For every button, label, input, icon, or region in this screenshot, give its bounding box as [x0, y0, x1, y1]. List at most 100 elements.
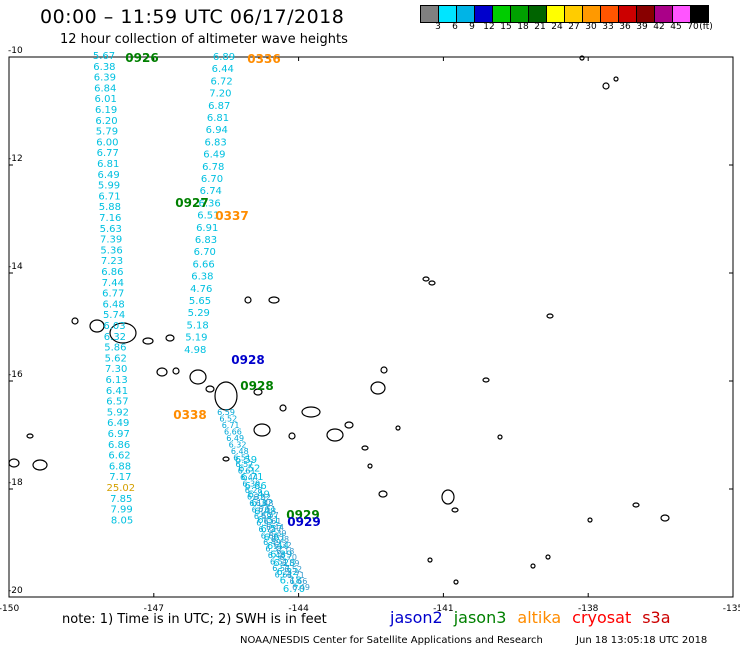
legend-label: 9 — [469, 22, 475, 32]
lat-label: -16 — [8, 370, 23, 380]
legend-label: 70 — [687, 22, 699, 32]
swh-swath: 6.66 — [224, 428, 242, 437]
island-outline — [602, 82, 610, 90]
swh-value: 6.89 — [213, 52, 235, 63]
swh-value: 6.03 — [103, 321, 125, 332]
legend-swatch — [475, 6, 493, 22]
swh-swath: 6.49 — [292, 583, 310, 592]
island-outline — [214, 381, 238, 411]
swh-swath: 6.32 — [229, 441, 247, 450]
legend-swatch — [511, 6, 529, 22]
swh-value: 6.61 — [264, 532, 286, 543]
swh-value: 5.62 — [105, 353, 127, 364]
island-outline — [344, 421, 354, 429]
swh-value: 6.32 — [104, 332, 126, 343]
swh-value: 5.67 — [93, 51, 115, 62]
legend-label: 33 — [602, 22, 614, 32]
swh-value: 5.18 — [186, 320, 208, 331]
map-frame — [8, 56, 734, 598]
island-outline — [189, 369, 207, 385]
swh-value: 6.94 — [206, 125, 228, 136]
swh-value: 6.70 — [283, 584, 305, 595]
island-outline — [453, 579, 459, 585]
swh-swath: 6.32 — [247, 493, 265, 502]
legend-label: 39 — [636, 22, 648, 32]
swh-swath: 6.71 — [222, 421, 240, 430]
swh-value: 6.20 — [95, 116, 117, 127]
swh-swath: 6.66 — [289, 577, 307, 586]
swh-value: 6.51 — [257, 515, 279, 526]
legend-swatch — [691, 6, 708, 22]
swh-value: 5.65 — [189, 296, 211, 307]
island-outline — [579, 55, 585, 61]
legend-swatch — [655, 6, 673, 22]
swh-value: 5.86 — [104, 343, 126, 354]
legend-label: 15 — [500, 22, 512, 32]
island-outline — [370, 381, 386, 395]
swh-value: 7.44 — [102, 278, 124, 289]
island-outline — [451, 507, 459, 513]
island-outline — [367, 463, 373, 469]
swh-value: 6.62 — [108, 451, 130, 462]
pass-time-label: 0337 — [215, 209, 248, 223]
pass-time-label: 0336 — [247, 52, 280, 66]
satellite-name: jason3 — [453, 608, 507, 627]
swh-value: 5.74 — [103, 310, 125, 321]
island-outline — [32, 459, 48, 471]
legend-label: 6 — [452, 22, 458, 32]
swh-value: 6.57 — [260, 524, 282, 535]
island-outline — [109, 322, 137, 344]
swh-value: 6.44 — [267, 541, 289, 552]
lon-label: -138 — [578, 604, 599, 614]
swh-value: 6.49 — [203, 150, 225, 161]
swh-value: 6.77 — [97, 148, 119, 159]
swh-value: 6.41 — [106, 386, 128, 397]
satellite-name: cryosat — [572, 608, 632, 627]
lat-label: -14 — [8, 262, 23, 272]
swh-value: 6.32 — [276, 567, 298, 578]
island-outline — [378, 490, 388, 498]
swh-value: 6.70 — [201, 174, 223, 185]
swh-swath: 6.39 — [269, 529, 287, 538]
swh-value: 6.83 — [204, 137, 226, 148]
legend-label: 30 — [585, 22, 597, 32]
swh-value: 6.48 — [103, 299, 125, 310]
swh-value: 6.59 — [235, 455, 257, 466]
swh-value: 5.88 — [99, 202, 121, 213]
swh-swath: 6.28 — [245, 486, 263, 495]
island-outline — [441, 489, 455, 505]
island-outline — [26, 433, 34, 439]
swh-swath: 6.32 — [265, 545, 283, 554]
island-outline — [530, 563, 536, 569]
island-outline — [205, 385, 215, 393]
swh-value: 7.85 — [110, 494, 132, 505]
swh-value: 6.18 — [280, 575, 302, 586]
swh-swath: 6.48 — [231, 447, 249, 456]
legend-swatch — [493, 6, 511, 22]
island-outline — [253, 388, 263, 396]
island-outline — [222, 456, 230, 462]
lon-label: -147 — [144, 604, 164, 614]
swh-swath: 6.18 — [276, 547, 294, 556]
swh-value: 6.00 — [96, 137, 118, 148]
swh-value: 4.76 — [190, 284, 212, 295]
island-outline — [545, 554, 551, 560]
swh-value: 7.99 — [111, 505, 133, 516]
swh-swath: 6.52 — [284, 565, 302, 574]
swh-value: 6.71 — [241, 472, 263, 483]
swh-value: 6.01 — [95, 94, 117, 105]
swh-swath: 6.32 — [274, 541, 292, 550]
swh-value: 6.48 — [254, 507, 276, 518]
swh-value: 6.91 — [196, 223, 218, 234]
swh-value: 6.49 — [107, 418, 129, 429]
swh-value: 7.20 — [209, 89, 231, 100]
lat-label: -20 — [8, 586, 23, 596]
swh-swath: 6.49 — [226, 434, 244, 443]
credit-org: NOAA/NESDIS Center for Satellite Applica… — [240, 635, 543, 646]
swh-value: 6.74 — [200, 186, 222, 197]
island-outline — [165, 334, 175, 342]
island-outline — [482, 377, 490, 383]
swh-value: 6.19 — [95, 105, 117, 116]
legend-swatch — [529, 6, 547, 22]
island-outline — [156, 367, 168, 377]
